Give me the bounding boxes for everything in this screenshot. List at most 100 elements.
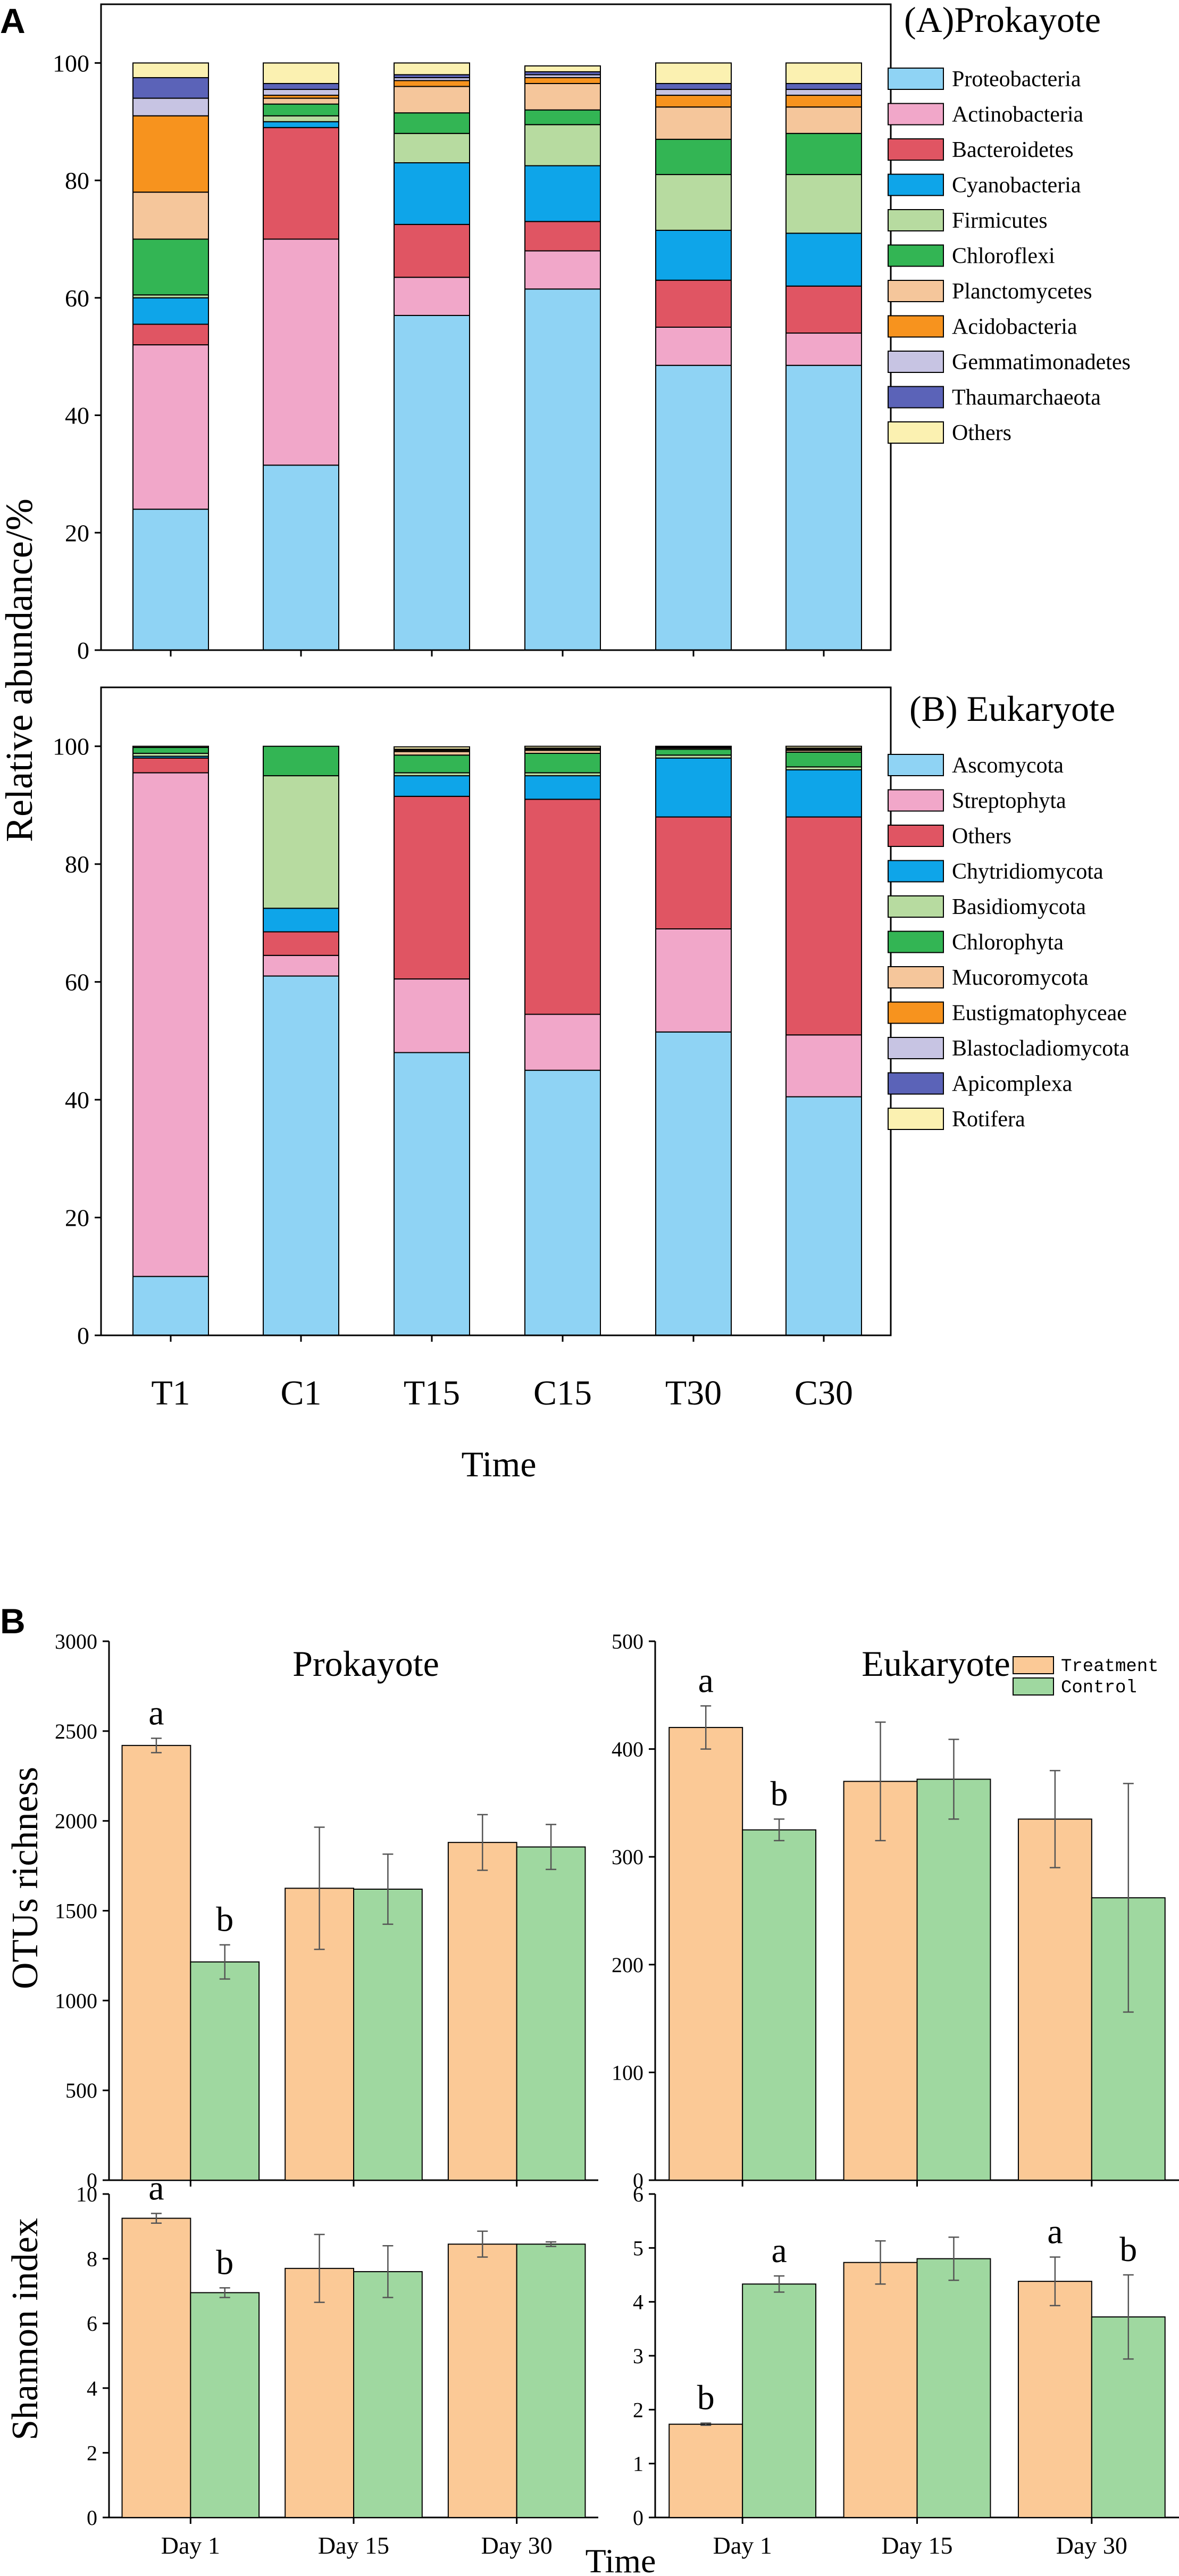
x-tick-label-c1: C1 bbox=[280, 1374, 321, 1412]
prokaryote-bar-t30-thaumarchaeota bbox=[655, 82, 732, 90]
prokaryote-ytick-label: 40 bbox=[65, 402, 89, 429]
eukaryote-bar-t15-chlorophyta bbox=[394, 754, 470, 774]
eukaryote-ytick-label: 100 bbox=[53, 733, 89, 760]
prok_shannon-bar-treatment-day-30 bbox=[447, 2243, 517, 2519]
prokaryote-ytick-label: 100 bbox=[53, 49, 89, 77]
prokaryote-bar-c30-thaumarchaeota bbox=[785, 82, 862, 90]
eukaryote-legend-label-apicomplexa: Apicomplexa bbox=[952, 1072, 1073, 1096]
prokaryote-ytick-label: 80 bbox=[65, 167, 89, 194]
eukaryote-bar-c1-others bbox=[263, 931, 339, 956]
prokaryote-legend-label-actinobacteria: Actinobacteria bbox=[952, 103, 1084, 127]
prokaryote-legend-label-acidobacteria: Acidobacteria bbox=[952, 315, 1077, 339]
prok_otus-bar-treatment-day-30 bbox=[447, 1842, 517, 2181]
euk_otus-ytick-label: 0 bbox=[633, 2168, 643, 2192]
euk_otus-bar-control-day-15 bbox=[916, 1779, 991, 2181]
prokaryote-bar-c30-planctomycetes bbox=[785, 106, 862, 134]
prok_shannon-bar-treatment-day-15 bbox=[285, 2267, 355, 2518]
eukaryote-bar-c15-streptophyta bbox=[524, 1013, 601, 1071]
prokaryote-bar-t15-chloroflexi bbox=[394, 112, 470, 134]
euk_shannon-bar-treatment-day-1 bbox=[668, 2423, 743, 2519]
prokaryote-bar-c1-actinobacteria bbox=[263, 238, 339, 466]
euk_shannon-ytick-label: 3 bbox=[633, 2344, 643, 2368]
eukaryote-bar-c1-chlorophyta bbox=[263, 745, 339, 777]
prokaryote-bar-t30-proteobacteria bbox=[655, 364, 732, 651]
x-axis-label-b: Time bbox=[586, 2542, 656, 2576]
y-axis-label-shannon: Shannon index bbox=[5, 2218, 46, 2440]
prokaryote-legend-swatch-thaumarchaeota bbox=[888, 386, 944, 409]
prokaryote-bar-t1-thaumarchaeota bbox=[132, 77, 209, 99]
prokaryote-bar-c15-chloroflexi bbox=[524, 109, 601, 126]
prokaryote-bar-t30-chloroflexi bbox=[655, 138, 732, 176]
prokaryote-bar-c30-firmicutes bbox=[785, 174, 862, 234]
prokaryote-bar-c30-acidobacteria bbox=[785, 95, 862, 108]
eukaryote-legend-swatch-others bbox=[888, 825, 944, 847]
prokaryote-bar-t15-actinobacteria bbox=[394, 277, 470, 316]
prok_shannon-bar-control-day-1 bbox=[190, 2292, 260, 2518]
eukaryote-legend-swatch-eustigmatophyceae bbox=[888, 1001, 944, 1024]
euk_shannon-significance-label: b bbox=[697, 2379, 715, 2417]
prokaryote-bar-c30-gemmatimonadetes bbox=[785, 89, 862, 96]
prok_otus-ytick-label: 1000 bbox=[55, 1989, 97, 2013]
euk_otus-significance-label: b bbox=[771, 1774, 788, 1813]
prok_otus-ytick-label: 1500 bbox=[55, 1899, 97, 1923]
eukaryote-bar-t1-chlorophyta bbox=[132, 746, 209, 754]
prok_shannon-x-tick-label: Day 30 bbox=[481, 2532, 553, 2559]
eukaryote-bar-c30-streptophyta bbox=[785, 1034, 862, 1098]
euk_otus-title: Eukaryote bbox=[862, 1643, 1010, 1684]
prokaryote-bar-c30-proteobacteria bbox=[785, 364, 862, 651]
prok_shannon-ytick-label: 6 bbox=[87, 2312, 97, 2336]
eukaryote-ytick-label: 20 bbox=[65, 1204, 89, 1232]
euk_shannon-significance-label: a bbox=[1047, 2213, 1063, 2251]
prokaryote-bar-t15-others bbox=[394, 62, 470, 76]
prokaryote-legend-label-firmicutes: Firmicutes bbox=[952, 209, 1048, 233]
prokaryote-bar-t30-planctomycetes bbox=[655, 106, 732, 140]
euk_otus-bar-control-day-1 bbox=[742, 1829, 817, 2181]
eukaryote-bar-t30-apicomplexa bbox=[655, 745, 732, 747]
x-axis-label-a: Time bbox=[461, 1444, 536, 1484]
prok_shannon-x-tick-label: Day 15 bbox=[318, 2532, 389, 2559]
prok_shannon-bar-treatment-day-1 bbox=[121, 2217, 191, 2519]
prokaryote-bar-c1-cyanobacteria bbox=[263, 121, 339, 128]
euk_otus-bar-treatment-day-15 bbox=[843, 1781, 918, 2181]
eukaryote-bar-t15-chytridiomycota bbox=[394, 775, 470, 797]
prokaryote-bar-c1-chloroflexi bbox=[263, 103, 339, 117]
prokaryote-ytick-label: 20 bbox=[65, 519, 89, 546]
prokaryote-legend-label-planctomycetes: Planctomycetes bbox=[952, 279, 1092, 304]
prokaryote-bar-c15-bacteroidetes bbox=[524, 221, 601, 252]
eukaryote-bar-t15-rotifera bbox=[394, 746, 470, 750]
eukaryote-bar-t15-ascomycota bbox=[394, 1052, 470, 1336]
x-tick-label-c30: C30 bbox=[795, 1374, 853, 1412]
x-tick-label-t15: T15 bbox=[404, 1374, 460, 1412]
eukaryote-bar-t15-others bbox=[394, 795, 470, 980]
euk_shannon-ytick-label: 1 bbox=[633, 2452, 643, 2476]
prokaryote-bar-t1-chloroflexi bbox=[132, 238, 209, 296]
prokaryote-legend-swatch-chloroflexi bbox=[888, 244, 944, 267]
prokaryote-bar-c15-proteobacteria bbox=[524, 288, 601, 651]
prokaryote-legend-swatch-bacteroidetes bbox=[888, 138, 944, 161]
prok_shannon-ytick-label: 10 bbox=[76, 2182, 97, 2206]
prok_otus-significance-label: b bbox=[216, 1900, 233, 1939]
prokaryote-bar-c1-firmicutes bbox=[263, 115, 339, 122]
eukaryote-bar-c15-ascomycota bbox=[524, 1069, 601, 1336]
eukaryote-legend-label-basidiomycota: Basidiomycota bbox=[952, 895, 1086, 919]
prokaryote-legend-label-cyanobacteria: Cyanobacteria bbox=[952, 173, 1081, 198]
eukaryote-ytick-label: 40 bbox=[65, 1086, 89, 1114]
prokaryote-bar-c15-cyanobacteria bbox=[524, 165, 601, 222]
prokaryote-plot-frame bbox=[100, 3, 892, 651]
eukaryote-legend-label-ascomycota: Ascomycota bbox=[952, 753, 1064, 778]
prokaryote-bar-t15-planctomycetes bbox=[394, 86, 470, 114]
prokaryote-legend-label-proteobacteria: Proteobacteria bbox=[952, 67, 1081, 92]
prok_shannon-bar-control-day-15 bbox=[353, 2271, 423, 2518]
prok_otus-bar-control-day-15 bbox=[353, 1888, 423, 2181]
legend-label-control: Control bbox=[1061, 1678, 1137, 1698]
prokaryote-bar-c30-cyanobacteria bbox=[785, 232, 862, 287]
prokaryote-legend-swatch-planctomycetes bbox=[888, 280, 944, 302]
eukaryote-legend-swatch-basidiomycota bbox=[888, 895, 944, 918]
prokaryote-bar-c1-proteobacteria bbox=[263, 464, 339, 651]
prokaryote-legend-swatch-gemmatimonadetes bbox=[888, 351, 944, 373]
prok_shannon-ytick-label: 2 bbox=[87, 2441, 97, 2465]
prokaryote-bar-c30-others bbox=[785, 62, 862, 84]
eukaryote-bar-t15-streptophyta bbox=[394, 978, 470, 1053]
prokaryote-bar-c30-chloroflexi bbox=[785, 132, 862, 176]
prokaryote-bar-t15-firmicutes bbox=[394, 132, 470, 163]
